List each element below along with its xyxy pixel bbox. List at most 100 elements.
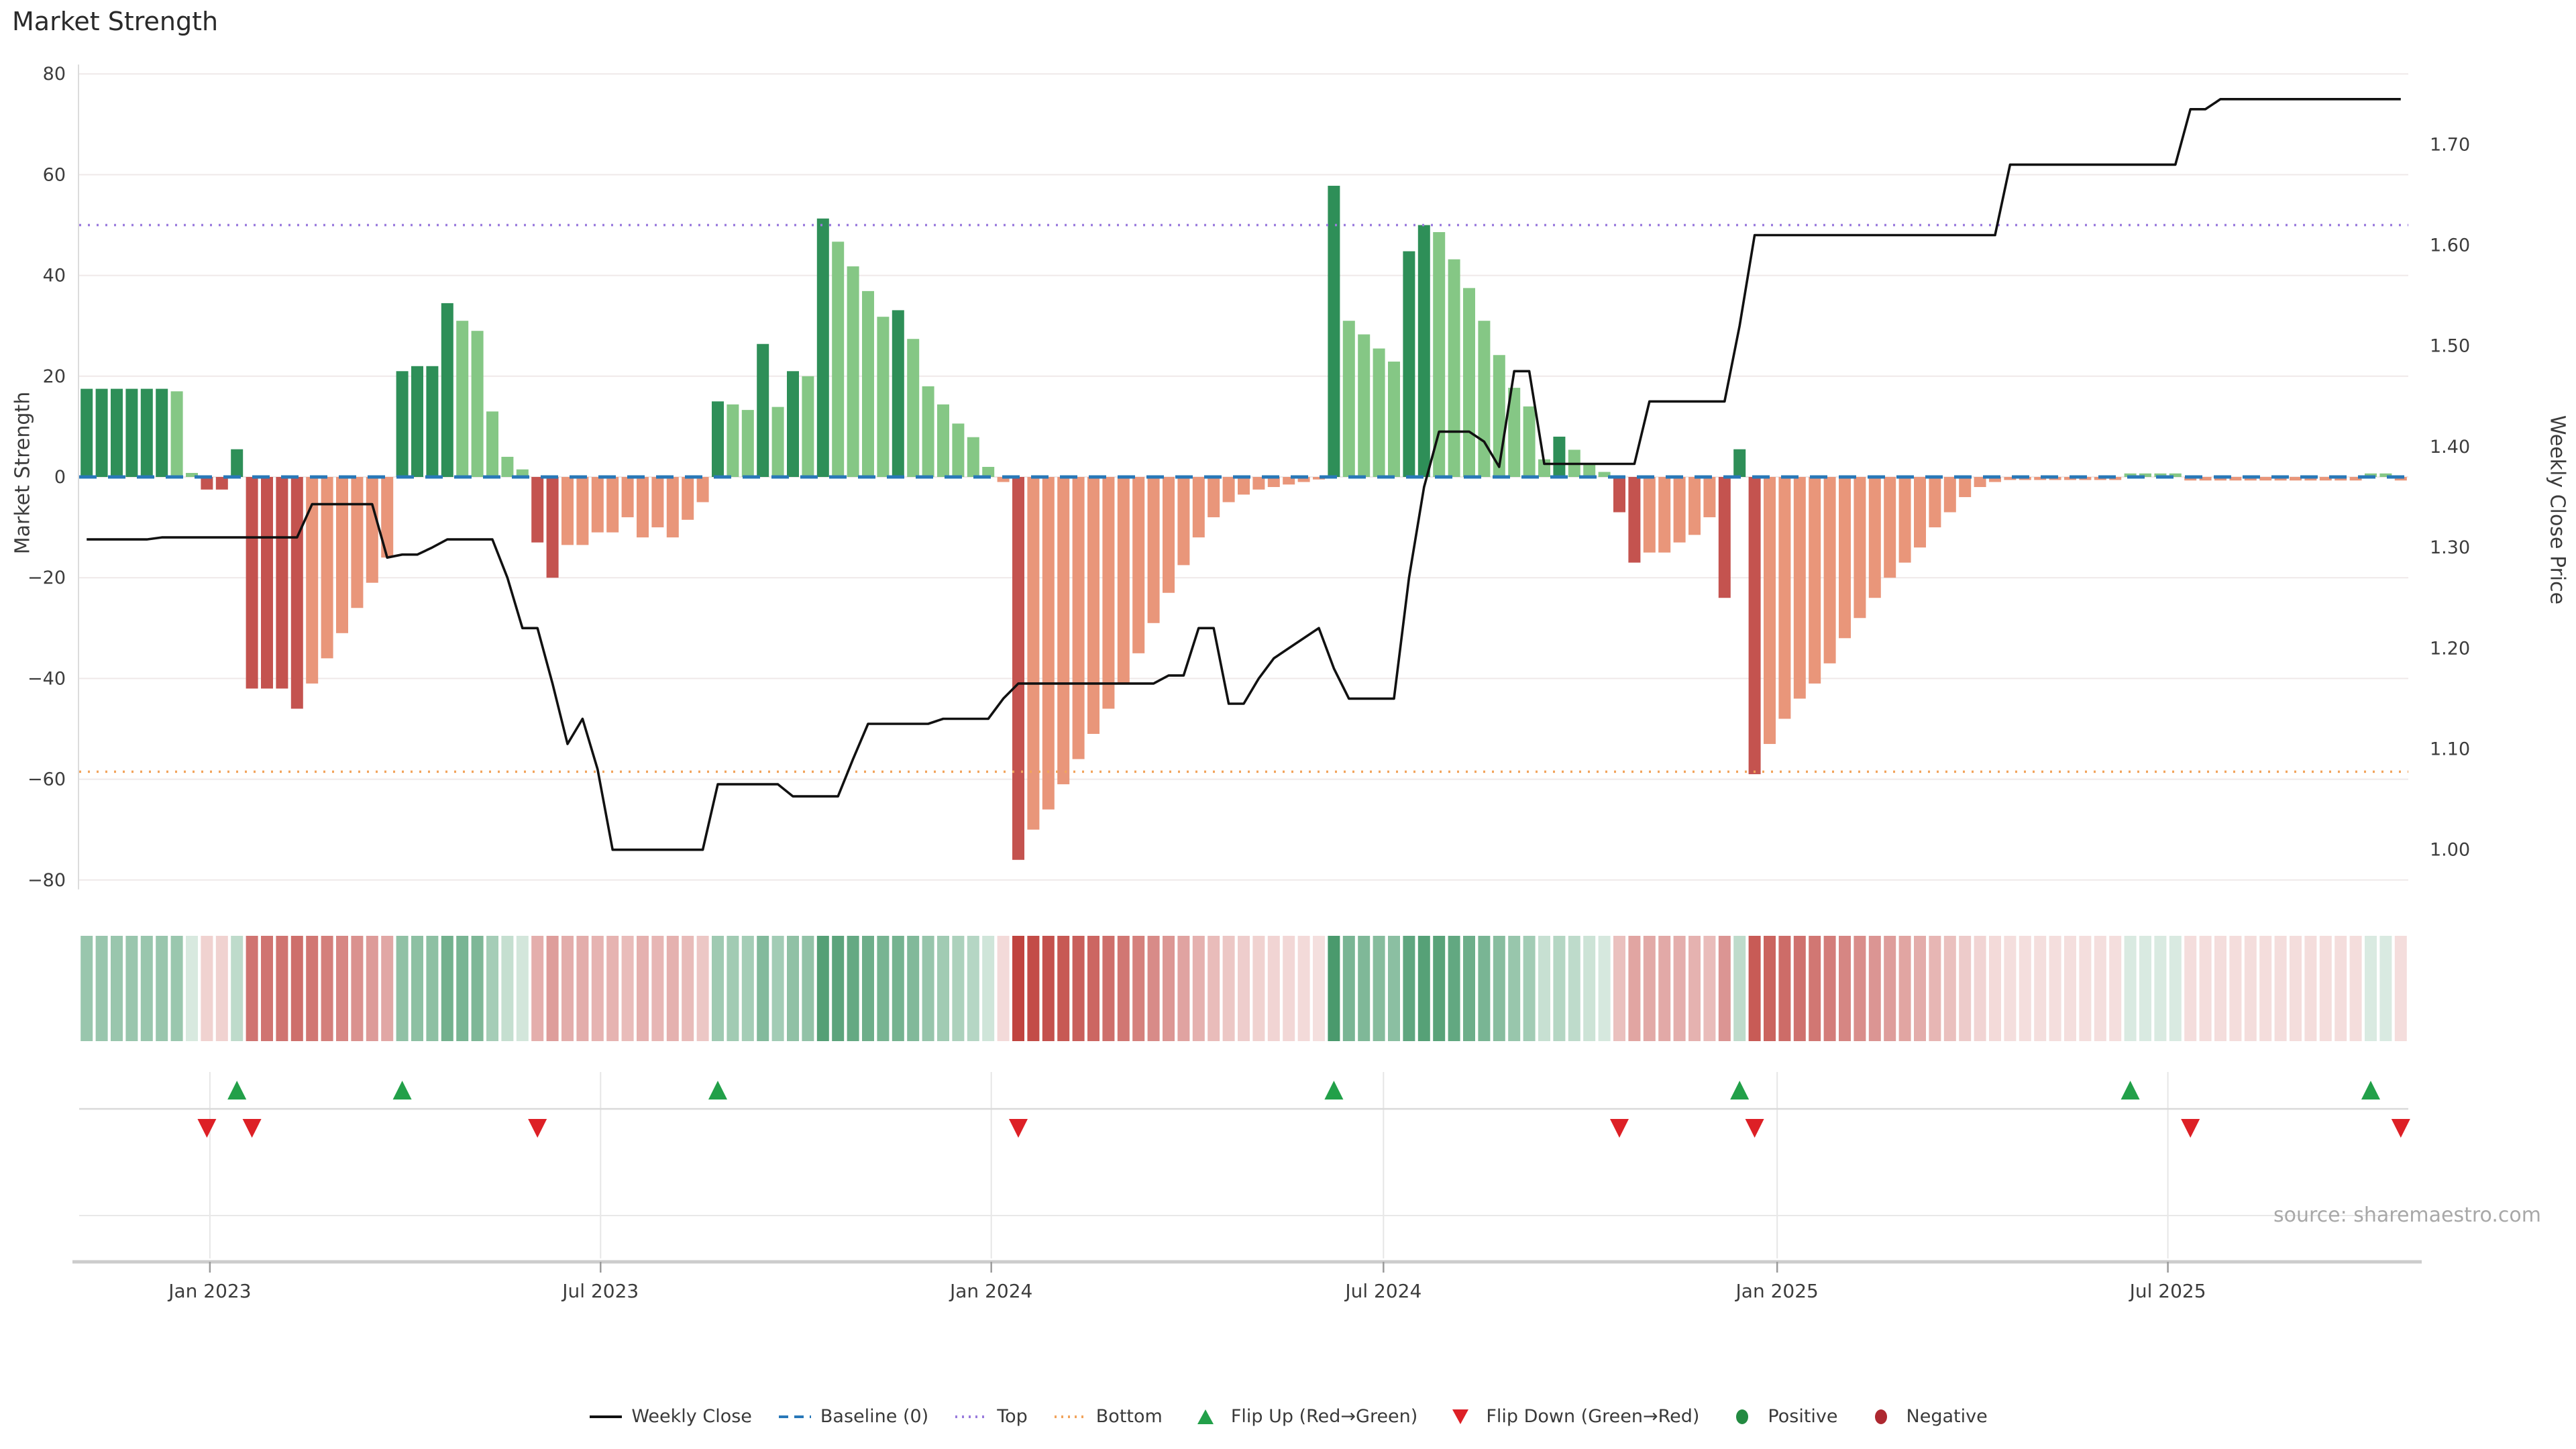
negative-bar	[2334, 477, 2347, 481]
heatmap-cell	[561, 936, 574, 1041]
negative-bar	[2319, 477, 2332, 481]
negative-bar	[1117, 477, 1130, 684]
legend-item: Baseline (0)	[777, 1406, 928, 1427]
heatmap-cell	[1403, 936, 1415, 1041]
heatmap-cell	[2154, 936, 2167, 1041]
left-tick-label: −60	[28, 769, 66, 790]
heatmap-cell	[231, 936, 244, 1041]
heatmap-cell	[2109, 936, 2122, 1041]
negative-bar	[1283, 477, 1295, 485]
positive-bar	[741, 410, 754, 477]
heatmap-cell	[637, 936, 649, 1041]
negative-bar	[2199, 477, 2212, 481]
flip-down-marker	[1745, 1119, 1764, 1138]
legend: Weekly Close Baseline (0) Top Bottom Flip Up…	[0, 1406, 2576, 1427]
flip-up-marker	[1324, 1081, 1344, 1099]
heatmap-cell	[1823, 936, 1836, 1041]
negative-bar	[1673, 477, 1686, 543]
heatmap-cell	[1012, 936, 1024, 1041]
negative-bar	[1989, 477, 2001, 482]
heatmap-cell	[2394, 936, 2407, 1041]
positive-bar	[862, 290, 874, 477]
heatmap-cell	[1388, 936, 1400, 1041]
flip-down-marker	[2181, 1119, 2200, 1138]
left-axis-ticks: 80 60 40 20 0 −20 −40 −60 −80	[28, 64, 66, 891]
right-tick-label: 1.20	[2430, 638, 2470, 659]
negative-bar	[2004, 477, 2017, 480]
negative-bar	[2394, 477, 2407, 481]
heatmap-cell	[922, 936, 934, 1041]
negative-bar	[1102, 477, 1115, 709]
heatmap-cell	[1764, 936, 1776, 1041]
positive-bar	[111, 388, 123, 477]
negative-bar	[351, 477, 364, 608]
positive-bar	[907, 339, 920, 477]
positive-bar	[1358, 334, 1371, 477]
negative-bar	[1057, 477, 1070, 785]
heatmap-cell	[1087, 936, 1099, 1041]
circle-icon	[1874, 1409, 1887, 1424]
negative-bar	[2229, 477, 2242, 481]
heatmap-cell	[531, 936, 544, 1041]
negative-bar	[2349, 477, 2362, 481]
positive-bar	[1433, 232, 1446, 477]
heatmap-cell	[2079, 936, 2092, 1041]
heatmap-cell	[1508, 936, 1521, 1041]
negative-bar	[1238, 477, 1250, 495]
heatmap-cell	[1222, 936, 1235, 1041]
weekly-close-line	[87, 98, 2401, 851]
negative-bar	[666, 477, 679, 538]
negative-bar	[2274, 477, 2287, 481]
x-tick-label: Jul 2024	[1344, 1280, 1421, 1302]
negative-bar	[1643, 477, 1656, 553]
heatmap-cell	[1027, 936, 1040, 1041]
positive-bar	[2365, 473, 2377, 477]
circle-icon	[1736, 1409, 1749, 1424]
positive-bar	[982, 466, 995, 477]
legend-label: Flip Down (Green→Red)	[1486, 1406, 1700, 1427]
positive-bar	[411, 366, 423, 477]
flip-up-marker	[227, 1081, 247, 1099]
heatmap-cell	[1283, 936, 1295, 1041]
negative-bar	[1959, 477, 1972, 498]
heatmap-cell	[621, 936, 634, 1041]
heatmap-cell	[1643, 936, 1656, 1041]
heatmap-cell	[2304, 936, 2317, 1041]
positive-bar	[832, 241, 845, 477]
heatmap-cell	[2349, 936, 2362, 1041]
heatmap-cell	[546, 936, 559, 1041]
heatmap-cell	[2214, 936, 2226, 1041]
heatmap-cell	[2199, 936, 2212, 1041]
heatmap-cell	[666, 936, 679, 1041]
heatmap-cell	[1868, 936, 1881, 1041]
heatmap-cell	[336, 936, 348, 1041]
right-tick-label: 1.10	[2430, 739, 2470, 760]
positive-bar	[802, 376, 814, 477]
heatmap-cell	[1132, 936, 1145, 1041]
negative-bar	[1297, 477, 1310, 482]
heatmap-cell	[396, 936, 409, 1041]
negative-bar	[1012, 477, 1024, 860]
left-tick-label: 0	[54, 467, 66, 488]
positive-bar	[1583, 464, 1596, 477]
flip-up-marker	[708, 1081, 727, 1099]
heatmap-cell	[1974, 936, 1986, 1041]
negative-bar	[696, 477, 709, 502]
negative-bar	[1027, 477, 1040, 830]
heatmap-cell	[1943, 936, 1956, 1041]
left-tick-label: −80	[28, 870, 66, 891]
heatmap-cell	[456, 936, 469, 1041]
legend-item: Flip Up (Red→Green)	[1188, 1406, 1417, 1427]
heatmap-cell	[306, 936, 319, 1041]
heatmap-cell	[80, 936, 93, 1041]
negative-bar	[276, 477, 288, 689]
negative-bar	[1823, 477, 1836, 663]
positive-bar	[396, 371, 409, 477]
heatmap-cell	[2004, 936, 2017, 1041]
negative-bar	[531, 477, 544, 543]
heatmap-cell	[471, 936, 484, 1041]
heatmap-cell	[186, 936, 198, 1041]
heatmap-cell	[1252, 936, 1265, 1041]
left-tick-label: −20	[28, 568, 66, 588]
heatmap-cell	[2034, 936, 2047, 1041]
